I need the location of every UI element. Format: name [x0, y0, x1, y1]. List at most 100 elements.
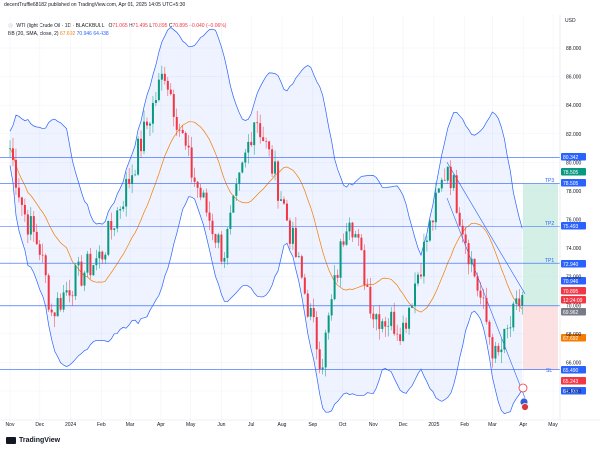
flag-us-icon-2[interactable]	[521, 403, 529, 411]
candle-body	[89, 253, 92, 276]
candle-body	[521, 295, 524, 306]
time-tick: Jun	[217, 422, 225, 428]
candle-body	[250, 141, 253, 146]
time-tick: Mar	[488, 422, 497, 428]
candle-body	[125, 178, 128, 207]
candle-body	[44, 255, 47, 276]
time-tick: Sep	[308, 422, 317, 428]
candle-body	[297, 256, 300, 257]
event-markers	[518, 383, 529, 411]
candle-body	[476, 276, 479, 291]
price-tick: 76.000	[566, 218, 582, 224]
price-tag-text: 80.342	[563, 155, 579, 161]
candle-body	[449, 166, 452, 189]
candle-body	[208, 212, 211, 221]
price-axis[interactable]: 88.000 86.000 84.000 82.000 80.000 78.000 76.0…	[0, 15, 600, 421]
candle-body	[110, 220, 113, 230]
bb-lower-value: 64.438	[93, 31, 109, 37]
candle-body	[333, 275, 336, 300]
candle-body	[26, 214, 29, 235]
candle-body	[190, 147, 193, 178]
candle-body	[80, 261, 83, 286]
price-tag-text: 78.505	[563, 181, 579, 187]
candle-body	[83, 272, 86, 286]
candle-body	[9, 148, 11, 149]
candle-body	[351, 222, 354, 238]
candle-body	[128, 178, 131, 184]
price-tag	[561, 296, 586, 304]
candle-body	[518, 298, 521, 306]
price-tick: 74.000	[566, 246, 582, 252]
trend-line-upper[interactable]	[446, 162, 526, 294]
price-tag	[561, 179, 586, 187]
candle-body	[408, 307, 411, 329]
candle-body	[512, 303, 515, 328]
tp2-label: TP2	[545, 221, 554, 227]
time-tick: Jul	[248, 422, 254, 428]
horizontal-levels	[0, 157, 560, 399]
price-tag-text: 70.946	[563, 279, 579, 285]
candle-body	[315, 317, 318, 350]
candle-body	[458, 212, 461, 226]
candle-body	[134, 174, 137, 176]
target-zone	[523, 184, 558, 306]
candle-body	[274, 161, 277, 174]
indicator-name[interactable]: BB (20, SMA, close, 2)	[8, 31, 59, 37]
candle-body	[175, 116, 178, 130]
symbol-name[interactable]: WTI (light Crude Oil · 1D · BLACKBULL	[16, 23, 105, 29]
candle-body	[488, 321, 491, 338]
candle-body	[172, 94, 175, 117]
candle-body	[32, 216, 35, 232]
candle-body	[330, 299, 333, 316]
ohlc-low-label: L	[149, 23, 153, 29]
price-change: −0.040 (−0.06%)	[189, 23, 227, 29]
candle-body	[140, 138, 143, 152]
candle-body	[199, 187, 202, 198]
candle-body	[235, 183, 238, 196]
price-tag-text: 72.940	[563, 262, 579, 268]
time-tick: 2024	[65, 422, 76, 428]
candle-body	[41, 254, 44, 256]
candle-body	[497, 345, 500, 353]
time-axis[interactable]: Nov Dec 2024 Feb Mar Apr May Jun Jul Aug Sep Oct Nov…	[6, 422, 559, 428]
price-tag-text: 70.895	[563, 289, 579, 295]
price-tick: 82.000	[566, 132, 582, 138]
price-tag-text: 69.962	[563, 310, 579, 316]
bb-basis-value: 67.692	[59, 31, 76, 37]
price-tag	[561, 260, 586, 268]
candle-body	[443, 179, 446, 181]
candle-body	[399, 334, 402, 341]
bb-basis-line	[9, 121, 523, 313]
candle-body	[366, 284, 369, 287]
candle-body	[95, 258, 98, 266]
candle-body	[402, 322, 405, 341]
price-tag	[561, 153, 586, 161]
earnings-marker-icon[interactable]	[518, 383, 528, 393]
candle-body	[74, 265, 77, 297]
price-tick: 66.000	[566, 360, 582, 366]
candle-body	[202, 192, 205, 198]
candle-body	[271, 149, 274, 174]
candle-body	[345, 231, 348, 245]
price-tag	[561, 277, 586, 285]
candle-body	[485, 298, 488, 322]
candle-body	[259, 123, 262, 138]
candle-body	[116, 210, 119, 229]
candle-body	[425, 240, 428, 242]
ohlc-high-value: 71.495	[132, 23, 148, 29]
candle-body	[452, 175, 455, 189]
time-tick: Feb	[97, 422, 106, 428]
price-tag-text: 65.490	[563, 368, 579, 374]
candle-body	[384, 321, 387, 327]
tradingview-brand[interactable]: TradingView	[6, 437, 60, 444]
candle-body	[428, 220, 431, 241]
candlesticks	[9, 65, 524, 377]
publish-info: decentTruffle68182 published on TradingV…	[4, 2, 186, 8]
candle-body	[68, 290, 71, 296]
candle-body	[232, 195, 235, 213]
indicator-legend[interactable]: BB (20, SMA, close, 2) 67.692 70.946 64.…	[8, 31, 109, 37]
candle-body	[342, 241, 345, 245]
time-tick: Apr	[157, 422, 165, 428]
candle-body	[265, 141, 268, 142]
